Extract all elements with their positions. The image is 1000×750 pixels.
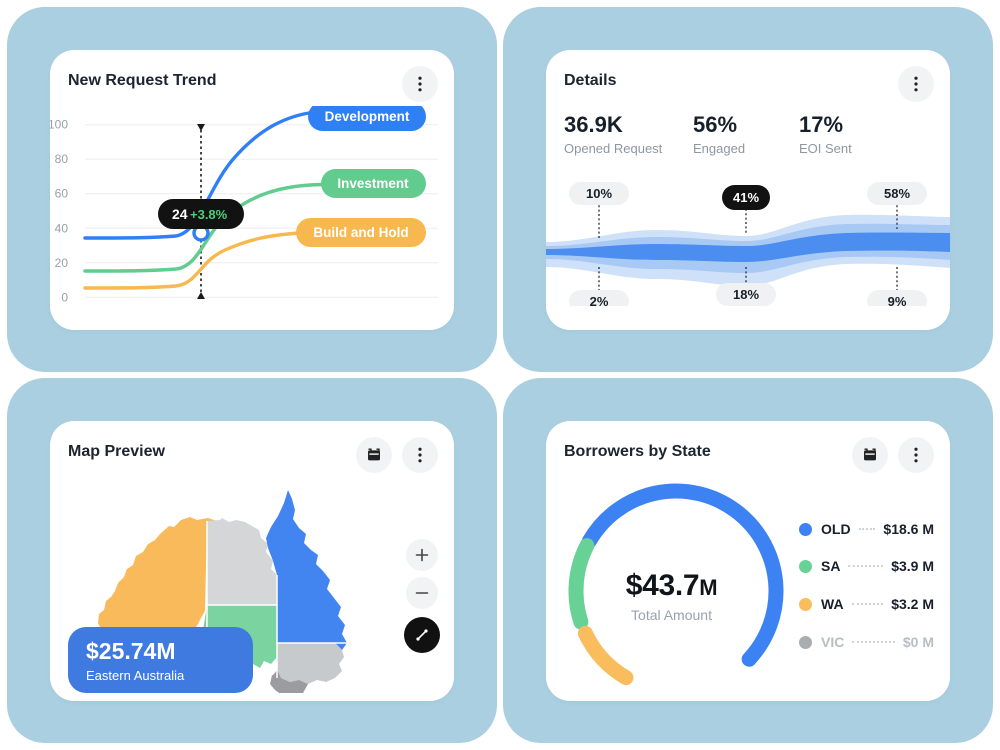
svg-text:10%: 10%: [586, 186, 612, 201]
svg-text:40: 40: [55, 221, 69, 235]
svg-text:Build and Hold: Build and Hold: [313, 225, 408, 240]
svg-text:+3.8%: +3.8%: [190, 207, 228, 222]
svg-text:24: 24: [172, 206, 188, 222]
svg-text:100: 100: [50, 118, 68, 132]
svg-text:Investment: Investment: [337, 176, 409, 191]
svg-text:9%: 9%: [888, 294, 907, 306]
svg-text:80: 80: [55, 152, 69, 166]
svg-text:2%: 2%: [590, 294, 609, 306]
svg-text:60: 60: [55, 187, 69, 201]
svg-text:41%: 41%: [733, 190, 759, 205]
svg-text:0: 0: [61, 290, 68, 304]
svg-text:20: 20: [55, 256, 69, 270]
svg-text:Development: Development: [325, 109, 410, 124]
svg-text:18%: 18%: [733, 287, 759, 302]
svg-text:58%: 58%: [884, 186, 910, 201]
